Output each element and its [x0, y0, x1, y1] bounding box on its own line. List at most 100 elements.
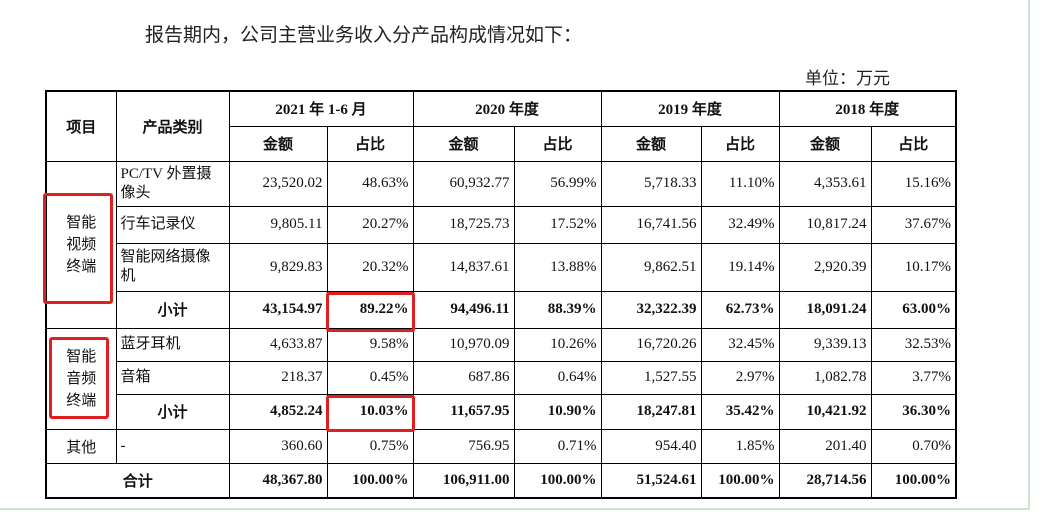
header-cell: 产品类别	[115, 90, 230, 162]
value-cell: 3.77%	[870, 360, 957, 395]
value-cell: 88.39%	[513, 290, 602, 329]
category-cell: 行车记录仪	[115, 205, 230, 244]
value-cell: 106,911.00	[412, 462, 515, 499]
value-cell: 201.40	[778, 428, 872, 464]
value-cell: 0.75%	[326, 428, 414, 464]
value-cell: 954.40	[600, 428, 702, 464]
value-cell: 18,247.81	[600, 393, 702, 430]
value-cell: 23,520.02	[228, 160, 328, 207]
value-cell: 16,741.56	[600, 205, 702, 244]
table-row: 智能视频终端 PC/TV 外置摄像头 23,520.02 48.63% 60,932.7…	[45, 160, 957, 329]
table-row: 小计 4,852.24 10.03% 11,657.95 10.90% 18,247.81…	[46, 393, 957, 430]
value-cell: 20.32%	[326, 242, 414, 292]
value-cell: 5,718.33	[600, 160, 702, 207]
value-cell: 32.49%	[700, 205, 780, 244]
highlight-box	[43, 193, 113, 304]
value-cell: 15.16%	[870, 160, 957, 207]
unit-text: 单位：万元	[805, 69, 890, 88]
table-row: 智能音频终端 蓝牙耳机 4,633.87 9.58% 10,970.09 10.26% 16…	[45, 327, 957, 430]
value-cell: 100.00%	[870, 462, 957, 499]
value-cell: 9,862.51	[600, 242, 702, 292]
value-cell: 63.00%	[870, 290, 957, 329]
value-cell: 10.17%	[870, 242, 957, 292]
value-cell: 37.67%	[870, 205, 957, 244]
value-cell: 11.10%	[700, 160, 780, 207]
subheader-cell: 金额	[778, 125, 872, 162]
header-cell: 项目	[45, 90, 117, 162]
value-cell: 687.86	[412, 360, 515, 395]
value-cell: 1.85%	[700, 428, 780, 464]
highlight-box	[49, 337, 109, 419]
value-cell: 35.42%	[700, 393, 780, 430]
subheader-cell: 占比	[513, 125, 602, 162]
subheader-cell: 金额	[600, 125, 702, 162]
category-cell: 音箱	[115, 360, 230, 395]
value-cell: 11,657.95	[412, 393, 515, 430]
value-cell: 1,082.78	[778, 360, 872, 395]
page-frame	[0, 0, 1030, 510]
value-cell: 2.97%	[700, 360, 780, 395]
value-cell: 36.30%	[870, 393, 957, 430]
value-cell: 100.00%	[513, 462, 602, 499]
table-row: 其他 -360.60 0.75% 756.95 0.71% 954.40 1.85% 201.…	[45, 428, 957, 464]
value-cell: 48.63%	[326, 160, 414, 207]
subheader-cell: 占比	[870, 125, 957, 162]
value-cell: 0.70%	[870, 428, 957, 464]
other-label: 其他	[45, 428, 117, 464]
value-cell: 60,932.77	[412, 160, 515, 207]
category-cell: 智能网络摄像机	[115, 242, 230, 292]
table-row: 智能网络摄像机 9,829.83 20.32% 14,837.61 13.88% 9,86…	[46, 242, 957, 292]
value-cell: 9,805.11	[228, 205, 328, 244]
value-cell: 0.64%	[513, 360, 602, 395]
value-cell: 9.58%	[326, 327, 414, 362]
revenue-table: 项目 产品类别 2021 年 1-6 月 2020 年度 2019 年度 2018 年度金…	[45, 90, 958, 499]
category-cell: PC/TV 外置摄像头	[115, 160, 230, 207]
intro-text: 报告期内，公司主营业务收入分产品构成情况如下：	[145, 25, 583, 46]
group-label: 智能视频终端	[45, 160, 117, 329]
value-cell: 4,633.87	[228, 327, 328, 362]
value-cell: 18,725.73	[412, 205, 515, 244]
value-cell: 14,837.61	[412, 242, 515, 292]
value-cell: 48,367.80	[228, 462, 328, 499]
value-cell: 360.60	[228, 428, 328, 464]
period-header: 2021 年 1-6 月	[228, 90, 414, 127]
highlight-box	[326, 292, 415, 332]
value-cell: 43,154.97	[228, 290, 328, 329]
value-cell: 2,920.39	[778, 242, 872, 292]
value-cell: 17.52%	[513, 205, 602, 244]
total-label: 合计	[45, 462, 230, 499]
table-row: 项目 产品类别 2021 年 1-6 月 2020 年度 2019 年度 2018 年度	[45, 90, 957, 162]
value-cell: 18,091.24	[778, 290, 872, 329]
value-cell: 32.45%	[700, 327, 780, 362]
subheader-cell: 占比	[700, 125, 780, 162]
subheader-cell: 金额	[412, 125, 515, 162]
subtotal-label: 小计	[115, 290, 230, 329]
table-row: 小计 43,154.97 89.22% 94,496.11 88.39% 32,322.3…	[46, 290, 957, 329]
table-row: 金额 占比 金额 占比 金额 占比 金额 占比	[46, 125, 957, 162]
value-cell: 89.22%	[326, 290, 414, 329]
period-header: 2018 年度	[778, 90, 957, 127]
value-cell: 756.95	[412, 428, 515, 464]
value-cell: 62.73%	[700, 290, 780, 329]
value-cell: 0.71%	[513, 428, 602, 464]
value-cell: 16,720.26	[600, 327, 702, 362]
value-cell: 100.00%	[326, 462, 414, 499]
period-header: 2020 年度	[412, 90, 602, 127]
value-cell: 94,496.11	[412, 290, 515, 329]
value-cell: 20.27%	[326, 205, 414, 244]
group-label: 智能音频终端	[45, 327, 117, 430]
table-row: 行车记录仪 9,805.11 20.27% 18,725.73 17.52% 16,741…	[46, 205, 957, 244]
value-cell: 10.26%	[513, 327, 602, 362]
value-cell: 218.37	[228, 360, 328, 395]
value-cell: 4,852.24	[228, 393, 328, 430]
table-row: 音箱 218.37 0.45% 687.86 0.64% 1,527.55 2.97% 1,0…	[46, 360, 957, 395]
subheader-cell: 占比	[326, 125, 414, 162]
value-cell: 51,524.61	[600, 462, 702, 499]
value-cell: 32,322.39	[600, 290, 702, 329]
subheader-cell: 金额	[228, 125, 328, 162]
value-cell: 10,970.09	[412, 327, 515, 362]
value-cell: 10,421.92	[778, 393, 872, 430]
value-cell: 1,527.55	[600, 360, 702, 395]
subtotal-label: 小计	[115, 393, 230, 430]
category-cell: -	[115, 428, 230, 464]
